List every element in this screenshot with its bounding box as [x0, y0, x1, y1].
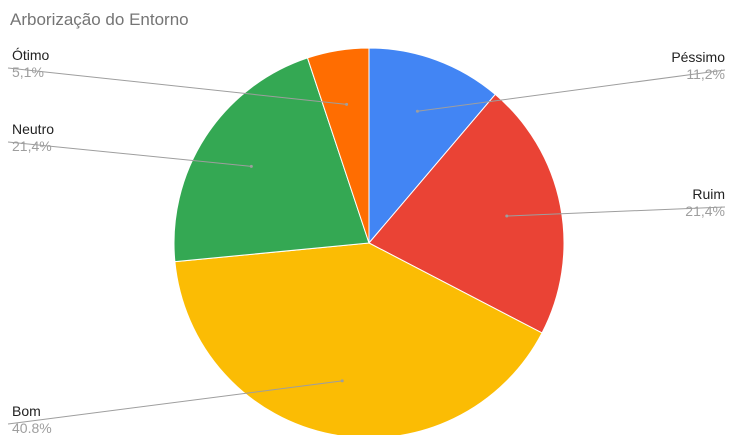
leader-dot-pessimo [415, 109, 419, 113]
leader-line-bom [7, 380, 343, 425]
slice-label-ruim: Ruim [692, 186, 725, 202]
pie-slice-otimo [306, 47, 370, 244]
leader-line-otimo [7, 67, 347, 105]
slice-value-neutro: 21,4% [12, 138, 52, 154]
chart-title: Arborização do Entorno [10, 10, 189, 29]
pie-slice-pessimo [368, 47, 496, 245]
slice-value-bom: 40.8% [12, 420, 52, 435]
leader-dot-bom [340, 379, 344, 383]
leader-dot-otimo [345, 102, 349, 106]
leader-line-pessimo [417, 69, 726, 112]
leader-dot-neutro [249, 164, 253, 168]
pie-labels: Péssimo11,2%Ruim21,4%Bom40.8%Neutro21,4%… [7, 47, 726, 436]
leader-line-neutro [7, 141, 252, 167]
slice-label-pessimo: Péssimo [671, 49, 725, 65]
slice-value-otimo: 5,1% [12, 64, 44, 80]
pie-slice-neutro [173, 57, 370, 263]
leader-line-ruim [506, 206, 726, 217]
slice-label-bom: Bom [12, 403, 41, 419]
leader-dot-ruim [505, 214, 509, 218]
slice-value-pessimo: 11,2% [686, 66, 725, 82]
slice-label-neutro: Neutro [12, 121, 54, 137]
slice-value-ruim: 21,4% [685, 203, 725, 219]
pie-slices [173, 47, 565, 439]
slice-label-otimo: Ótimo [12, 47, 50, 63]
pie-slice-ruim [368, 93, 565, 334]
pie-slice-bom [174, 242, 543, 439]
